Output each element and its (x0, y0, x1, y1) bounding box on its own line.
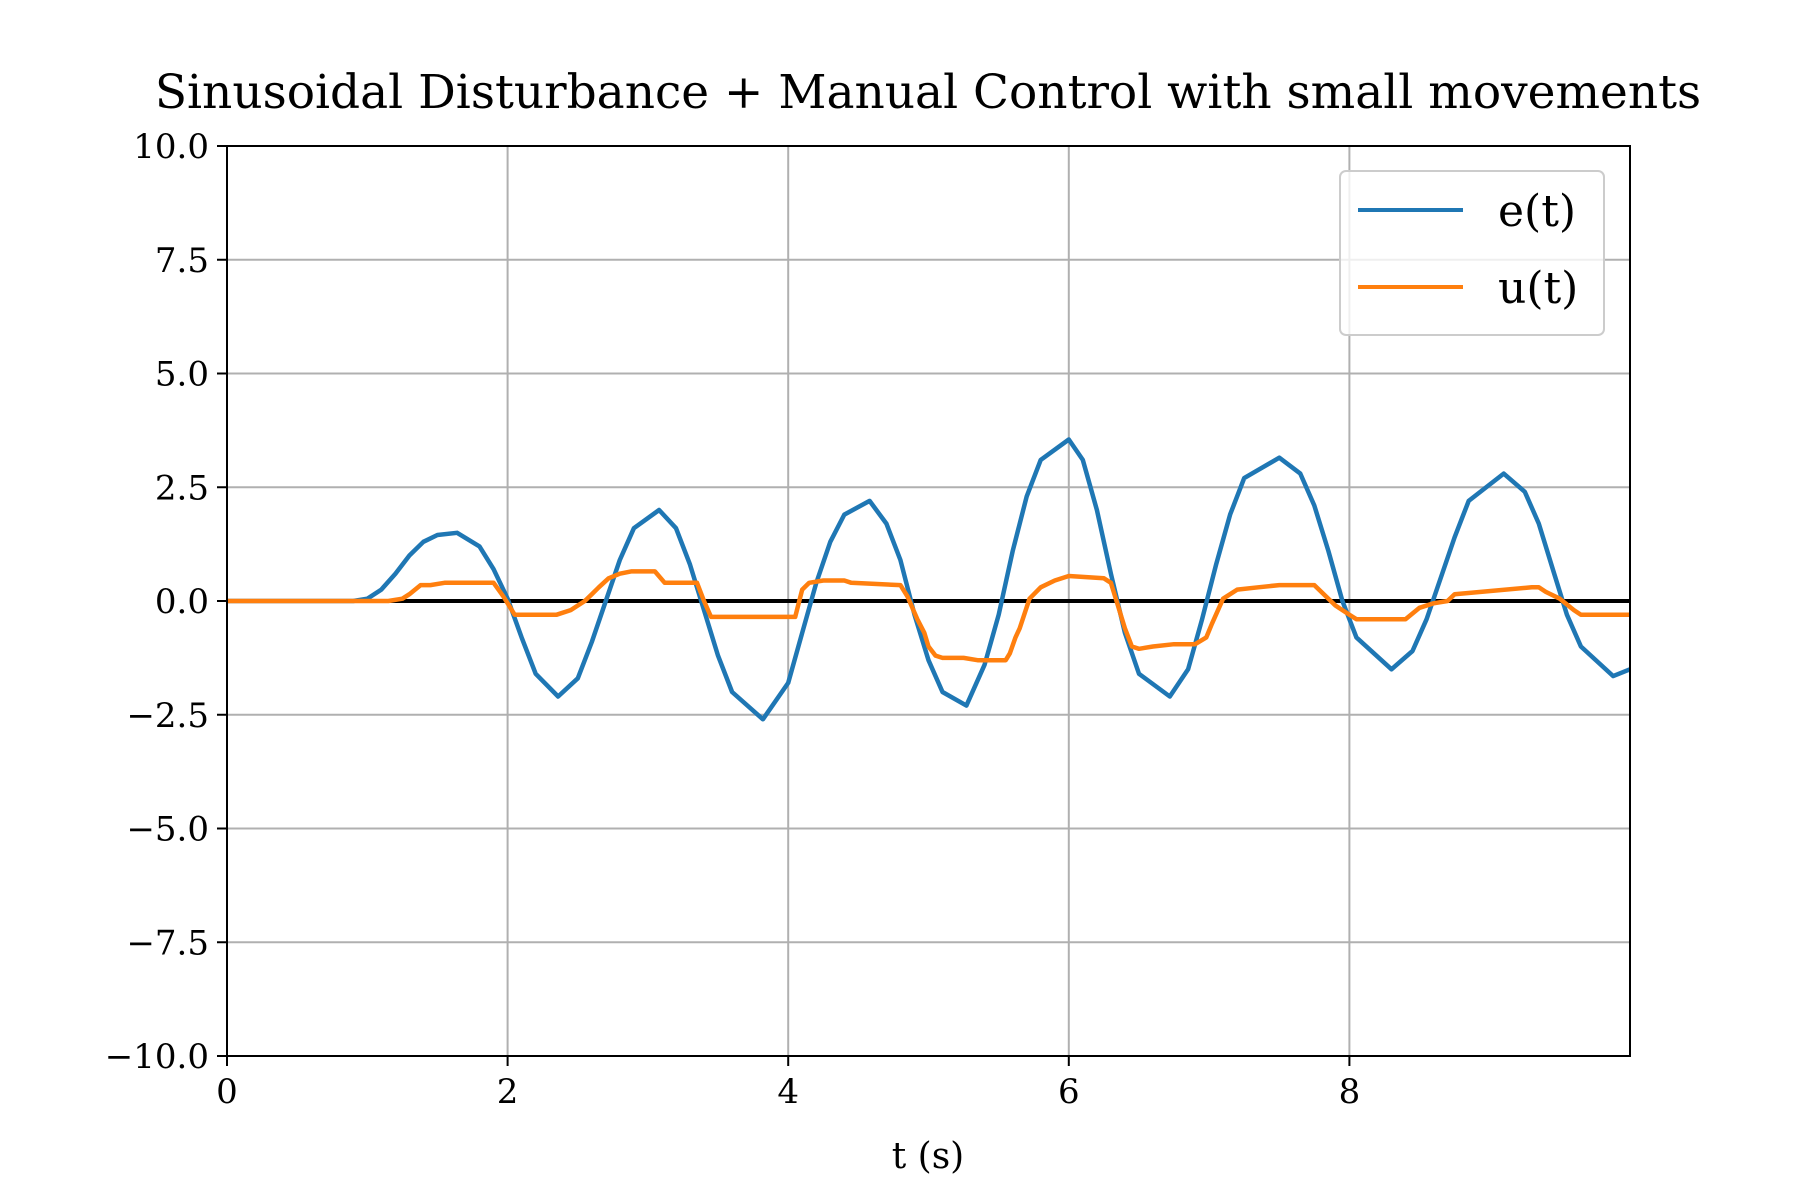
x-tick-label: 2 (497, 1072, 519, 1112)
y-tick-label: −7.5 (126, 923, 209, 963)
x-tick-label: 6 (1058, 1072, 1080, 1112)
y-tick-label: −2.5 (126, 696, 209, 736)
series-layer (227, 437, 1631, 722)
x-tick-label: 8 (1339, 1072, 1361, 1112)
y-tick-label: 10.0 (133, 127, 209, 167)
y-tick-label: 7.5 (155, 241, 209, 281)
x-tick-label: 0 (216, 1072, 238, 1112)
legend-label-u: u(t) (1498, 263, 1578, 314)
y-tick-label: −5.0 (126, 810, 209, 850)
x-tick-label: 4 (777, 1072, 799, 1112)
chart-title: Sinusoidal Disturbance + Manual Control … (155, 65, 1701, 120)
series-line-e (227, 437, 1631, 722)
series-line-u (227, 569, 1630, 663)
legend-label-e: e(t) (1498, 186, 1576, 237)
axis-ticks: 0 2 4 6 8 10.0 7.5 5.0 2.5 0.0 −2.5 −5.0 −7.5 −10.0 (105, 127, 1360, 1112)
x-axis-label: t (s) (892, 1136, 964, 1177)
y-tick-label: 2.5 (155, 468, 209, 508)
y-tick-label: 5.0 (155, 355, 209, 395)
y-tick-label: −10.0 (105, 1037, 209, 1077)
legend: e(t) u(t) (1339, 170, 1605, 336)
y-tick-label: 0.0 (155, 582, 209, 622)
